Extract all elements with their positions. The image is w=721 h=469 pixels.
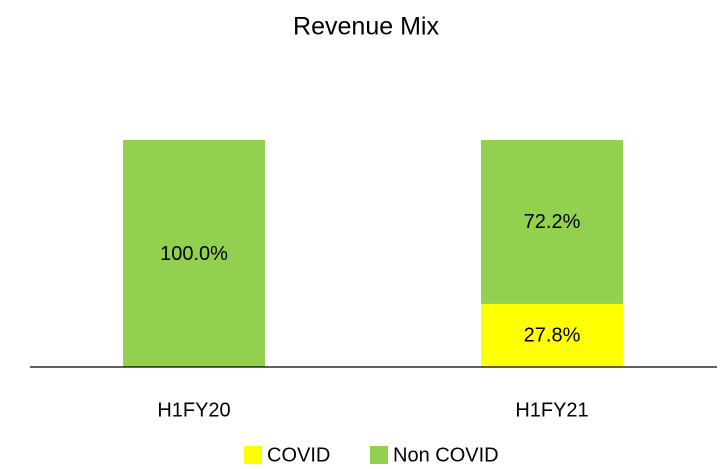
legend-swatch [370, 446, 388, 464]
bar-segment [481, 303, 623, 367]
data-label: 72.2% [524, 211, 581, 233]
legend-label: Non COVID [393, 444, 499, 466]
bar-segment [123, 140, 265, 367]
chart-title: Revenue Mix [293, 13, 439, 41]
x-tick-label: H1FY20 [157, 399, 230, 421]
data-label: 100.0% [160, 243, 228, 265]
data-label: 27.8% [524, 325, 581, 347]
bar-segment [481, 140, 623, 304]
legend-label: COVID [267, 444, 330, 466]
legend-swatch [244, 446, 262, 464]
x-tick-label: H1FY21 [515, 399, 588, 421]
